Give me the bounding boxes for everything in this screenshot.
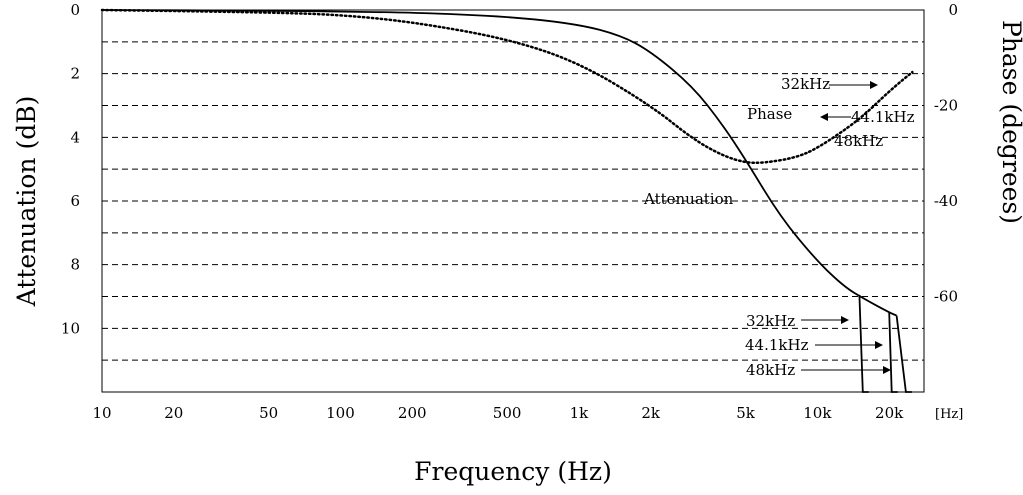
- plot-frame: [101, 9, 925, 393]
- cutoff-32k-arrowhead: [841, 316, 849, 324]
- left-y-tick-label: 6: [70, 192, 80, 210]
- series-layer: [100, 8, 914, 317]
- x-tick-label: 10k: [803, 404, 832, 422]
- x-tick-label: 2k: [641, 404, 661, 422]
- attenuation-curve: [101, 9, 897, 317]
- left-y-tick-label: 2: [70, 65, 80, 83]
- attenuation-curve-label: Attenuation: [643, 190, 734, 208]
- cutoff-44k-label: 44.1kHz: [745, 336, 809, 354]
- x-unit-label: [Hz]: [935, 407, 963, 422]
- x-tick-label: 20: [164, 404, 183, 422]
- x-tick-labels: 10 20 50 100 200 500 1k 2k 5k 10k 20k: [92, 404, 904, 422]
- left-y-tick-label: 0: [70, 1, 80, 19]
- x-tick-label: 200: [398, 404, 427, 422]
- cutoff-32k-label: 32kHz: [746, 312, 795, 330]
- cutoff-drop-line: [888, 312, 898, 393]
- left-y-tick-label: 8: [70, 256, 80, 274]
- x-tick-label: 500: [493, 404, 522, 422]
- phase-48k-label: 48kHz: [834, 132, 883, 150]
- right-y-tick-label: -40: [934, 192, 958, 210]
- x-tick-label: 20k: [875, 404, 904, 422]
- x-tick-label: 10: [92, 404, 111, 422]
- x-tick-label: 100: [326, 404, 355, 422]
- cutoff-drop-line: [858, 294, 869, 393]
- cutoff-48k-arrowhead: [883, 366, 891, 374]
- right-y-tick-label: 0: [948, 1, 958, 19]
- left-y-axis-title: Attenuation (dB): [12, 96, 41, 308]
- cutoff-44k-arrowhead: [875, 341, 883, 349]
- grid-lines: [102, 9, 924, 361]
- left-y-tick-label: 10: [61, 319, 80, 337]
- phase-44k-arrowhead: [820, 113, 828, 121]
- phase-32k-label: 32kHz: [781, 75, 830, 93]
- left-y-tick-labels: 0 2 4 6 8 10: [61, 1, 80, 337]
- cutoff-lines: [858, 294, 912, 393]
- x-tick-label: 5k: [736, 404, 756, 422]
- cutoff-drop-line: [895, 315, 912, 393]
- left-y-tick-label: 4: [70, 128, 80, 146]
- right-y-tick-label: -20: [934, 97, 958, 115]
- cutoff-48k-label: 48kHz: [746, 361, 795, 379]
- right-y-axis-title: Phase (degrees): [997, 20, 1023, 224]
- phase-32k-arrowhead: [870, 81, 878, 89]
- x-axis-title: Frequency (Hz): [414, 457, 612, 486]
- phase-curve-label: Phase: [747, 105, 792, 123]
- x-tick-label: 50: [259, 404, 278, 422]
- phase-curve: [100, 8, 914, 165]
- right-y-tick-label: -60: [934, 288, 958, 306]
- x-tick-label: 1k: [570, 404, 590, 422]
- right-y-tick-labels: 0 -20 -40 -60: [934, 1, 958, 306]
- phase-44k-label: 44.1kHz: [851, 108, 915, 126]
